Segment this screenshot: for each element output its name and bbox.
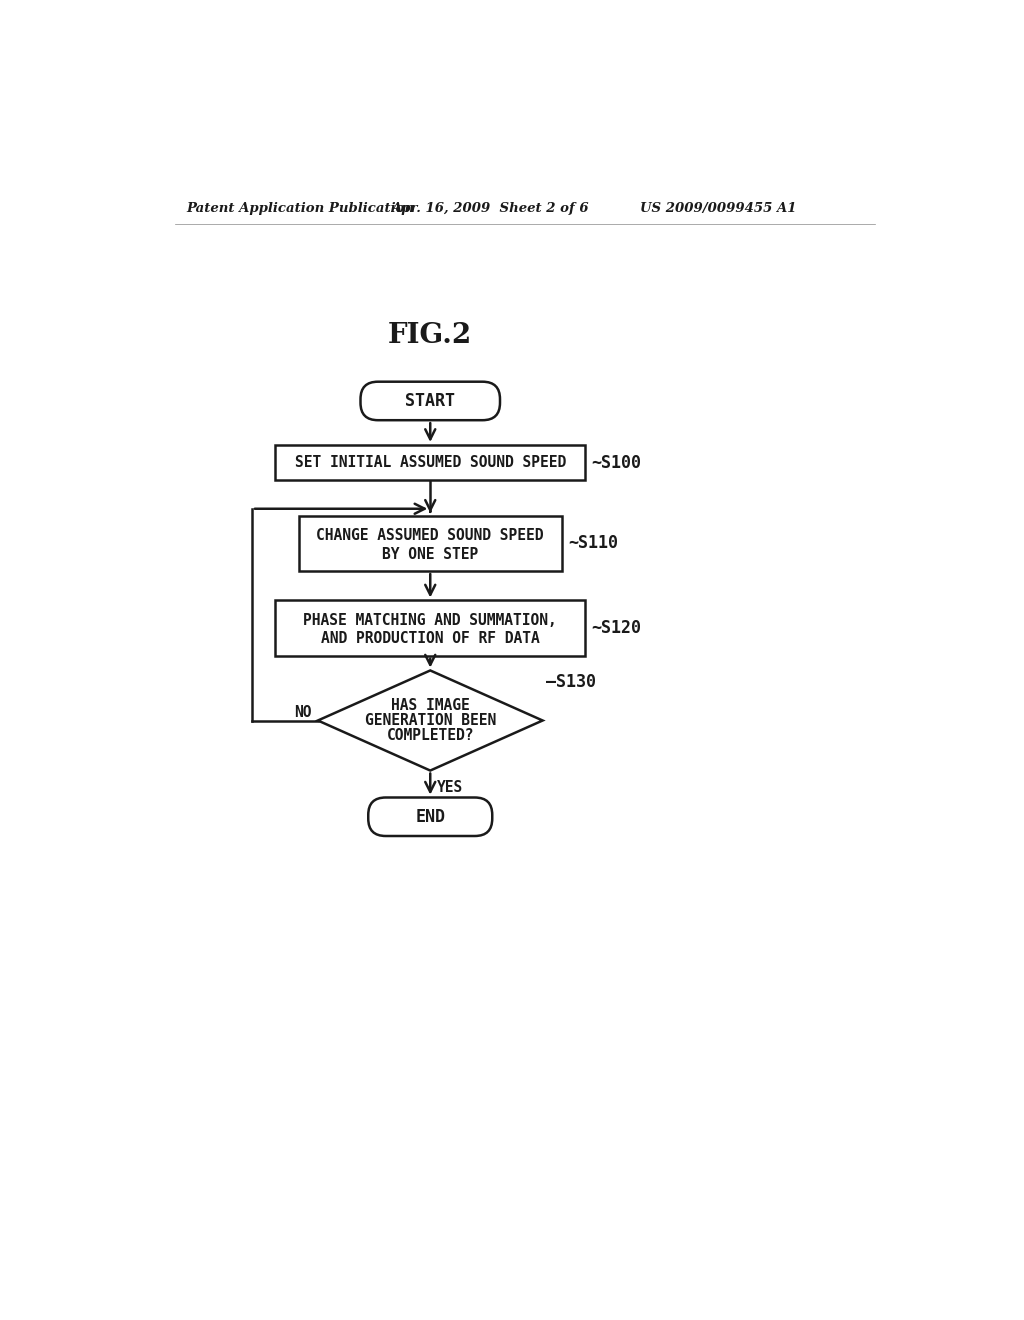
Text: START: START	[406, 392, 456, 411]
Bar	[275, 601, 586, 656]
Text: AND PRODUCTION OF RF DATA: AND PRODUCTION OF RF DATA	[321, 631, 540, 647]
Text: NO: NO	[294, 705, 311, 721]
Text: Patent Application Publication: Patent Application Publication	[186, 202, 415, 215]
Text: HAS IMAGE: HAS IMAGE	[391, 697, 470, 713]
Text: Apr. 16, 2009  Sheet 2 of 6: Apr. 16, 2009 Sheet 2 of 6	[391, 202, 589, 215]
Bar	[299, 516, 562, 572]
Text: CHANGE ASSUMED SOUND SPEED: CHANGE ASSUMED SOUND SPEED	[316, 528, 544, 544]
Text: ~S120: ~S120	[592, 619, 641, 638]
Text: —S130: —S130	[547, 673, 597, 690]
Text: GENERATION BEEN: GENERATION BEEN	[365, 713, 496, 729]
Text: COMPLETED?: COMPLETED?	[386, 729, 474, 743]
FancyBboxPatch shape	[360, 381, 500, 420]
Text: END: END	[416, 808, 445, 826]
Polygon shape	[317, 671, 543, 771]
Text: YES: YES	[436, 780, 463, 795]
Text: BY ONE STEP: BY ONE STEP	[382, 546, 478, 562]
Text: ~S100: ~S100	[592, 454, 641, 471]
Text: FIG.2: FIG.2	[388, 322, 472, 348]
FancyBboxPatch shape	[369, 797, 493, 836]
Text: US 2009/0099455 A1: US 2009/0099455 A1	[640, 202, 796, 215]
Text: ~S110: ~S110	[568, 535, 618, 552]
Bar	[275, 445, 586, 480]
Text: SET INITIAL ASSUMED SOUND SPEED: SET INITIAL ASSUMED SOUND SPEED	[295, 455, 566, 470]
Text: PHASE MATCHING AND SUMMATION,: PHASE MATCHING AND SUMMATION,	[303, 612, 557, 628]
